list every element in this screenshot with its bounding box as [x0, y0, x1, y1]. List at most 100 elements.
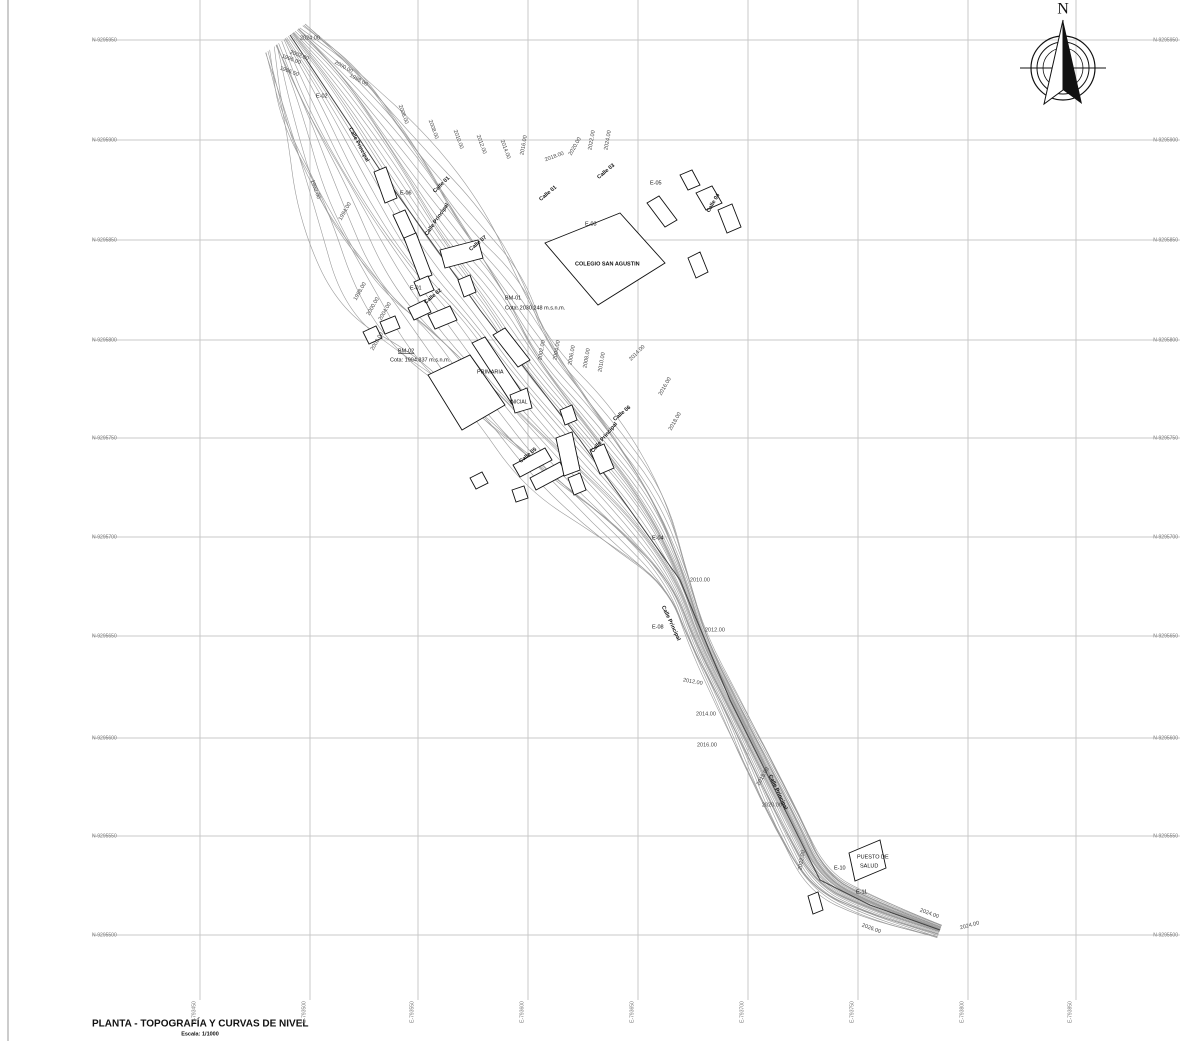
contours	[265, 23, 942, 939]
contour-label: 2022.00	[587, 130, 596, 151]
easting-label: E-793500	[301, 1001, 307, 1023]
contour-line	[281, 40, 940, 934]
building	[544, 212, 666, 306]
building	[695, 185, 723, 211]
contour-line	[297, 28, 942, 928]
building	[469, 471, 489, 490]
building	[511, 485, 529, 503]
northing-label: N-9295850	[1153, 237, 1178, 243]
street-label: Calle 06	[612, 405, 632, 423]
building	[555, 431, 581, 477]
contour-label: 2004.00	[552, 340, 561, 361]
contour-label: 2018.00	[668, 412, 683, 432]
contour-label: 2010.00	[597, 352, 606, 373]
contour-line	[299, 27, 942, 927]
contour-label: 2016.00	[658, 377, 673, 397]
contour-line	[290, 34, 941, 930]
northing-label: N-9295600	[1153, 735, 1178, 741]
contour-line	[294, 31, 941, 929]
building	[403, 232, 433, 281]
contour-label: 2012.00	[682, 677, 703, 686]
contour-line	[265, 52, 938, 938]
northing-label: N-9295550	[92, 833, 117, 839]
northing-label: N-9295650	[1153, 633, 1178, 639]
contour-line	[291, 33, 941, 930]
building	[807, 891, 824, 915]
northing-label: N-9295700	[1153, 534, 1178, 540]
street-label: Calle Principal	[424, 202, 451, 237]
building	[717, 203, 742, 234]
easting-label: E-793700	[739, 1001, 745, 1023]
contour-line	[276, 44, 939, 935]
contour-line	[275, 45, 939, 935]
contour-label: 2006.00	[567, 345, 576, 366]
contour-label: 2006.00	[397, 104, 409, 125]
contour-label: 1998.00	[348, 73, 368, 88]
contour-label: 2008.00	[582, 348, 591, 369]
buildings	[362, 166, 887, 915]
contour-line	[273, 46, 939, 936]
station-label: E-02	[316, 93, 328, 99]
building	[492, 327, 531, 368]
contour-line	[292, 32, 941, 930]
contour-label: 2020.00	[762, 802, 782, 808]
station-label: E-06	[400, 190, 412, 196]
contour-label: 2016.00	[519, 135, 528, 156]
northing-label: N-9295500	[1153, 932, 1178, 938]
building	[379, 315, 401, 335]
contour-label: 1992.00	[309, 179, 321, 200]
compass-needle	[1063, 20, 1082, 104]
contour-label: 2018.00	[544, 151, 565, 163]
northing-label: N-9295800	[1153, 337, 1178, 343]
northing-label: N-9295500	[92, 932, 117, 938]
station-label: E-01	[410, 285, 422, 291]
contour-label: 2014.00	[696, 711, 716, 717]
station-label: E-11	[856, 889, 867, 895]
easting-label: E-793750	[849, 1001, 855, 1023]
contour-line	[267, 50, 938, 937]
compass-needle	[1043, 19, 1064, 106]
contour-line	[265, 52, 938, 939]
station-label: E-08	[652, 624, 664, 630]
northing-label: N-9295950	[92, 37, 117, 43]
contour-line	[284, 38, 940, 932]
contour-label: 2000.00	[366, 297, 381, 317]
contour-label: 2012.00	[705, 627, 725, 633]
benchmark-elevation: Cota: 1994.837 m.s.n.m.	[390, 357, 451, 363]
easting-label: E-793850	[1067, 1001, 1073, 1023]
station-label: E-10	[834, 865, 846, 871]
contour-label: 2024.00	[959, 920, 980, 931]
contour-line	[304, 23, 942, 926]
northing-label: N-9295750	[1153, 435, 1178, 441]
contour-label: 2012.00	[475, 134, 487, 155]
building	[646, 195, 678, 228]
northing-label: N-9295700	[92, 534, 117, 540]
building	[848, 839, 887, 882]
building-label: COLEGIO SAN AGUSTIN	[575, 261, 640, 267]
building	[589, 443, 615, 475]
building	[427, 354, 506, 431]
building	[509, 387, 533, 414]
contour-label: 2002.00	[537, 340, 546, 361]
northing-label: N-9295800	[92, 337, 117, 343]
building	[407, 299, 432, 321]
stream-line	[289, 34, 941, 931]
easting-label: E-793450	[191, 1001, 197, 1023]
building	[559, 404, 578, 426]
northing-label: N-9295600	[92, 735, 117, 741]
building	[679, 169, 701, 191]
contour-line	[293, 32, 941, 930]
northing-label: N-9295750	[92, 435, 117, 441]
contour-line	[298, 28, 942, 928]
easting-label: E-793550	[409, 1001, 415, 1023]
contour-line	[298, 28, 942, 928]
station-label: E-03	[585, 221, 597, 227]
contour-label: 2014.00	[499, 139, 511, 160]
building-label: INICIAL	[510, 399, 528, 405]
contour-label: 2016.00	[697, 742, 717, 748]
contour-label: 2026.00	[861, 923, 882, 935]
contour-line	[303, 24, 942, 927]
northing-label: N-9295550	[1153, 833, 1178, 839]
building	[687, 251, 709, 279]
